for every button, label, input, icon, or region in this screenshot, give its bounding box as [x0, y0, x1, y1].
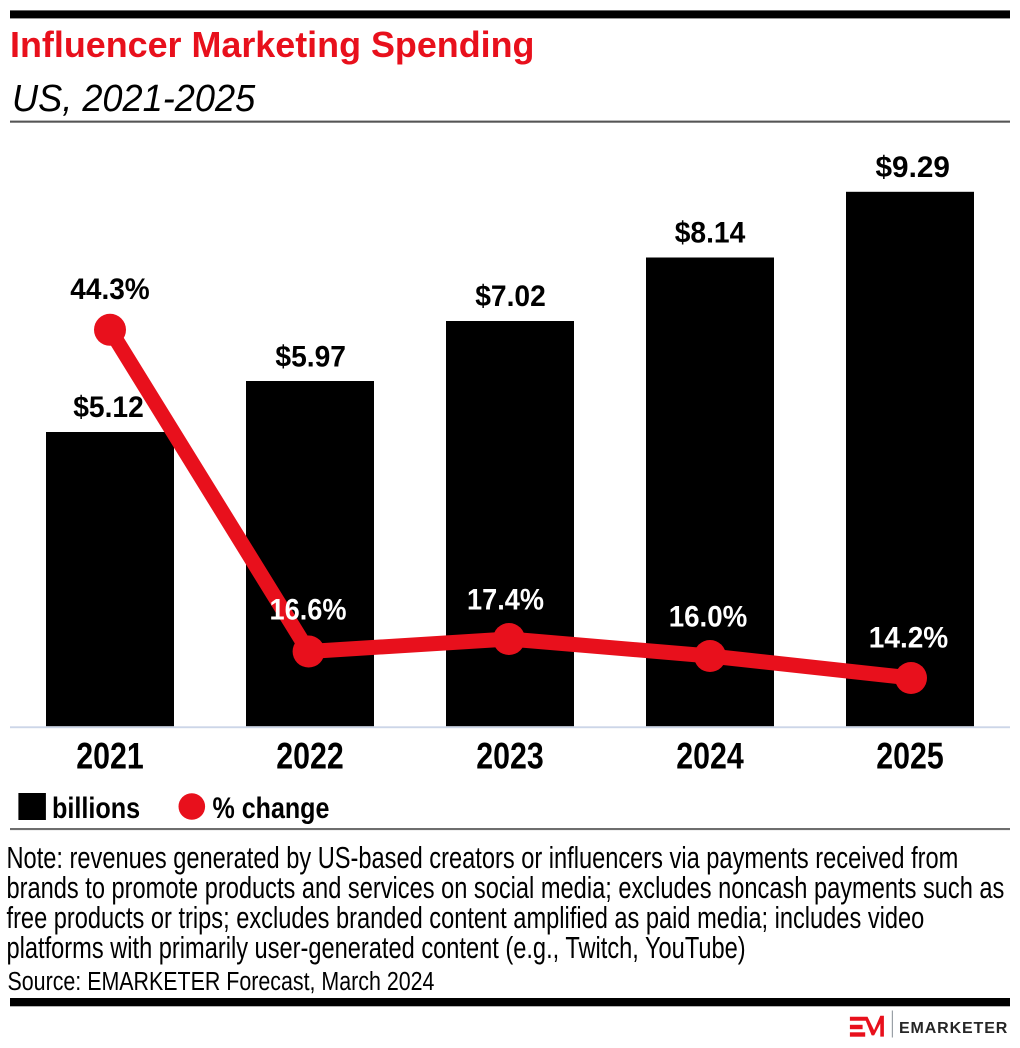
- svg-text:Influencer Marketing Spending: Influencer Marketing Spending: [10, 25, 534, 65]
- svg-text:$9.29: $9.29: [876, 151, 950, 184]
- svg-text:EMARKETER: EMARKETER: [899, 1020, 1008, 1037]
- svg-text:platforms with primarily user-: platforms with primarily user-generated …: [7, 930, 746, 965]
- svg-text:$7.02: $7.02: [475, 280, 546, 313]
- svg-text:14.2%: 14.2%: [869, 622, 948, 655]
- svg-text:Source: EMARKETER Forecast, Ma: Source: EMARKETER Forecast, March 2024: [8, 968, 435, 996]
- svg-text:17.4%: 17.4%: [467, 583, 544, 616]
- svg-text:brands to promote products and: brands to promote products and services …: [7, 870, 1005, 905]
- svg-text:$8.14: $8.14: [675, 217, 746, 250]
- svg-text:16.6%: 16.6%: [270, 593, 347, 626]
- svg-text:16.0%: 16.0%: [669, 601, 748, 634]
- svg-text:2024: 2024: [676, 736, 744, 778]
- svg-text:2023: 2023: [476, 736, 543, 778]
- svg-text:Note: revenues generated by US: Note: revenues generated by US-based cre…: [7, 840, 959, 875]
- svg-text:billions: billions: [52, 791, 140, 825]
- svg-text:2021: 2021: [76, 736, 143, 778]
- svg-text:2025: 2025: [876, 736, 943, 778]
- svg-text:2022: 2022: [276, 736, 343, 778]
- svg-text:44.3%: 44.3%: [70, 273, 149, 306]
- svg-text:free products or trips; exclud: free products or trips; excludes branded…: [7, 900, 925, 935]
- svg-text:US, 2021-2025: US, 2021-2025: [12, 76, 256, 119]
- svg-text:$5.12: $5.12: [73, 391, 144, 424]
- svg-text:$5.97: $5.97: [275, 341, 346, 374]
- svg-text:% change: % change: [213, 791, 330, 825]
